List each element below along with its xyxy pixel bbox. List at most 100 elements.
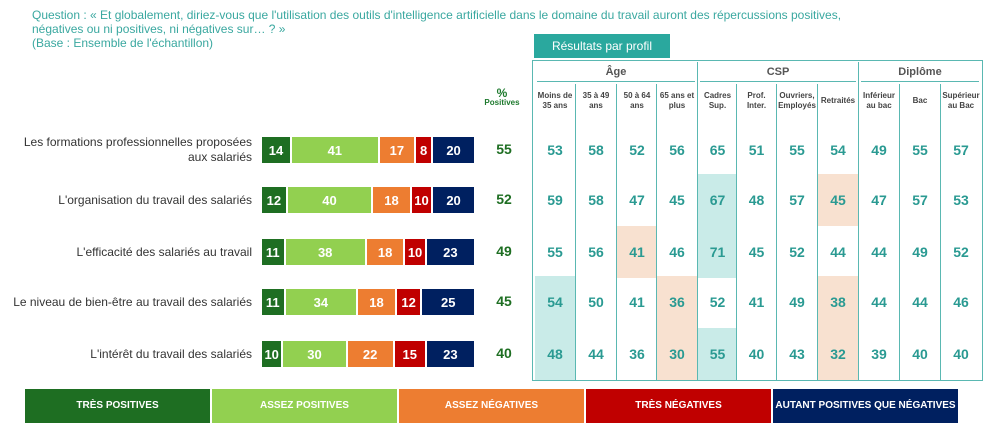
bar-segment-assez-positives: 30 [283,341,348,367]
profile-results-title: Résultats par profil [534,34,670,58]
highlight-cell [535,328,575,380]
bar-segment-tres-positives: 12 [262,187,288,213]
bar-segment-assez-positives: 41 [291,137,380,163]
column-header: Moins de 35 ans [537,91,573,110]
bar-segment-assez-negatives: 22 [347,341,395,367]
highlight-cell [818,174,858,226]
profile-value: 49 [912,244,928,260]
column-header: Inférieur au bac [862,91,895,110]
profile-value: 55 [789,142,805,158]
profile-value: 30 [669,346,685,362]
column-separator [817,84,818,380]
bar-segment-tres-positives: 10 [262,341,284,367]
highlight-cell [657,328,697,380]
bar-segment-assez-negatives: 18 [358,289,397,315]
bar-segment-tres-positives: 14 [262,137,292,163]
profile-value: 44 [871,244,887,260]
profile-value: 59 [547,192,563,208]
profile-panel [532,60,983,381]
question-line-1: Question : « Et globalement, diriez-vous… [32,8,842,22]
positives-value: 55 [496,141,512,157]
highlight-cell [617,226,657,278]
bar-segment-autant: 25 [422,289,476,315]
profile-value: 57 [953,142,969,158]
positives-value: 52 [496,191,512,207]
stacked-bar: 14 41 17 8 20 [262,137,476,163]
column-header: 35 à 49 ans [582,91,610,110]
profile-value: 52 [789,244,805,260]
profile-value: 40 [953,346,969,362]
profile-value: 38 [830,294,846,310]
group-underline-0 [537,81,695,82]
positives-value: 45 [496,293,512,309]
legend-item-assez-positives: ASSEZ POSITIVES [212,389,397,423]
bar-segment-tres-positives: 11 [262,289,286,315]
bar-segment-assez-negatives: 18 [366,239,406,265]
column-header: Supérieur au Bac [942,91,980,110]
profile-value: 65 [709,142,726,158]
column-separator [776,84,777,380]
profile-value: 41 [748,294,765,310]
bar-segment-tres-negatives: 10 [405,239,427,265]
profile-value: 45 [669,192,685,208]
column-separator [899,84,900,380]
bar-segment-assez-positives: 34 [285,289,359,315]
bar-segment-autant: 20 [433,187,476,213]
row-label: Le niveau de bien-être au travail des sa… [13,294,252,309]
positives-value: 49 [496,243,512,259]
profile-value: 71 [709,244,726,260]
legend-item-assez-negatives: ASSEZ NÉGATIVES [399,389,584,423]
bar-segment-tres-negatives: 12 [396,289,423,315]
profile-value: 46 [953,294,969,310]
highlight-cell [698,328,737,380]
row-label: L'organisation du travail des salariés [58,192,252,207]
positives-value: 40 [496,345,512,361]
profile-value: 45 [830,192,846,208]
question-line-2: négatives ou ni positives, ni négatives … [32,22,286,36]
row-label: L'intérêt du travail des salariés [90,346,252,361]
column-header: 50 à 64 ans [623,91,651,110]
profile-value: 53 [953,192,969,208]
base-note: (Base : Ensemble de l'échantillon) [32,36,214,50]
profile-value: 40 [748,346,765,362]
column-header: Retraités [820,96,856,105]
profile-value: 51 [748,142,765,158]
profile-value: 49 [871,142,887,158]
profile-value: 55 [912,142,928,158]
profile-value: 44 [912,294,928,310]
stacked-bar: 10 30 22 15 23 [262,341,476,367]
positives-percent-sign: % [496,86,508,100]
profile-value: 44 [871,294,887,310]
group-header-1: CSP [766,66,790,78]
profile-value: 58 [588,192,604,208]
profile-value: 67 [709,192,726,208]
profile-value: 49 [789,294,805,310]
bar-segment-autant: 23 [426,341,476,367]
highlight-cell [535,276,575,328]
bar-segment-assez-positives: 40 [287,187,374,213]
profile-value: 47 [871,192,887,208]
bar-segment-tres-negatives: 8 [416,137,434,163]
positives-header: % Positives [480,86,524,108]
column-separator [575,84,576,380]
column-separator [858,62,859,380]
bar-segment-tres-positives: 11 [262,239,286,265]
bar-segment-assez-negatives: 17 [379,137,417,163]
highlight-cell [818,276,858,328]
profile-value: 57 [912,192,928,208]
profile-value: 54 [547,294,563,310]
bar-segment-assez-positives: 38 [285,239,367,265]
column-separator [940,84,941,380]
column-header: Prof. Inter. [746,91,767,110]
column-separator [697,62,698,380]
bar-segment-autant: 23 [426,239,476,265]
bar-segment-tres-negatives: 15 [394,341,427,367]
bar-segment-tres-negatives: 10 [411,187,434,213]
highlight-cell [818,328,858,380]
profile-value: 48 [748,192,765,208]
profile-value: 52 [629,142,645,158]
profile-value: 54 [830,142,846,158]
column-separator [656,84,657,380]
profile-value: 44 [588,346,604,362]
column-separator [616,84,617,380]
